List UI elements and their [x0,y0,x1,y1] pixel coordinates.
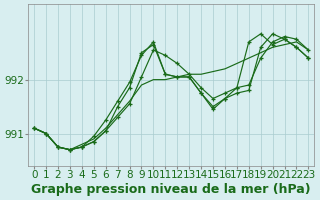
X-axis label: Graphe pression niveau de la mer (hPa): Graphe pression niveau de la mer (hPa) [31,183,311,196]
